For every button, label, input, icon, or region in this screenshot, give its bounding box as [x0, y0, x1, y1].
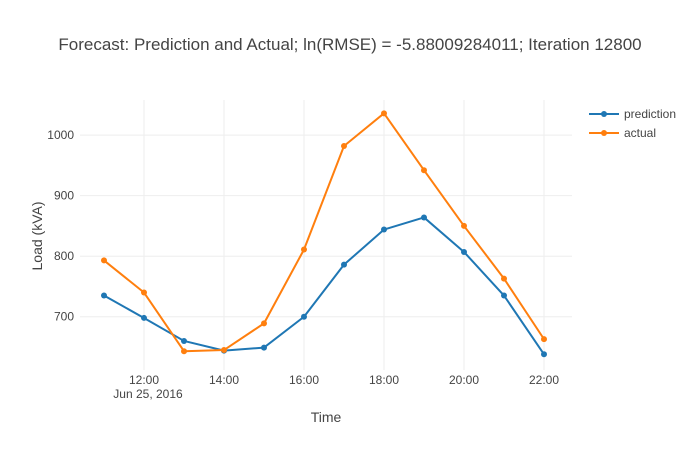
legend-marker: [601, 130, 607, 136]
x-tick-label: 12:00: [129, 373, 159, 387]
data-point-actual[interactable]: [101, 257, 107, 264]
x-date-label: Jun 25, 2016: [113, 387, 183, 401]
legend: prediction actual: [589, 107, 676, 140]
data-point-actual[interactable]: [341, 143, 347, 150]
y-tick-label: 1000: [47, 128, 74, 142]
legend-marker: [601, 111, 607, 117]
series-layer: [101, 110, 547, 358]
legend-label: prediction: [624, 107, 676, 121]
data-point-actual[interactable]: [141, 289, 147, 296]
x-axis-ticks: 12:00 14:00 16:00 18:00 20:00 22:00: [129, 373, 559, 387]
data-point-prediction[interactable]: [301, 313, 307, 320]
chart-title: Forecast: Prediction and Actual; ln(RMSE…: [58, 35, 641, 54]
data-point-prediction[interactable]: [181, 337, 187, 344]
y-tick-label: 900: [54, 189, 74, 203]
data-point-actual[interactable]: [181, 348, 187, 355]
data-point-actual[interactable]: [541, 336, 547, 343]
data-point-prediction[interactable]: [261, 344, 267, 351]
y-axis-title: Load (kVA): [29, 202, 45, 271]
data-point-actual[interactable]: [461, 222, 467, 229]
data-point-prediction[interactable]: [381, 226, 387, 233]
legend-label: actual: [624, 126, 656, 140]
x-tick-label: 14:00: [209, 373, 239, 387]
data-point-prediction[interactable]: [341, 261, 347, 268]
data-point-prediction[interactable]: [501, 292, 507, 299]
y-axis-ticks: 700 800 900 1000: [47, 128, 74, 324]
y-tick-label: 700: [54, 310, 74, 324]
data-point-prediction[interactable]: [141, 314, 147, 321]
data-point-actual[interactable]: [501, 275, 507, 282]
data-point-prediction[interactable]: [101, 292, 107, 299]
data-point-actual[interactable]: [421, 167, 427, 174]
data-point-actual[interactable]: [301, 246, 307, 253]
grid-layer: [80, 100, 572, 370]
legend-item-actual[interactable]: actual: [589, 126, 656, 140]
data-point-prediction[interactable]: [461, 248, 467, 255]
data-point-prediction[interactable]: [421, 214, 427, 221]
data-point-prediction[interactable]: [541, 351, 547, 358]
x-tick-label: 16:00: [289, 373, 319, 387]
series-line-actual: [103, 112, 545, 353]
data-point-actual[interactable]: [381, 110, 387, 117]
y-tick-label: 800: [54, 249, 74, 263]
x-tick-label: 22:00: [529, 373, 559, 387]
x-tick-label: 18:00: [369, 373, 399, 387]
series-line-prediction: [103, 216, 545, 355]
data-point-actual[interactable]: [261, 320, 267, 327]
data-point-actual[interactable]: [221, 347, 227, 354]
legend-item-prediction[interactable]: prediction: [589, 107, 676, 121]
x-axis-title: Time: [311, 409, 342, 425]
x-tick-label: 20:00: [449, 373, 479, 387]
